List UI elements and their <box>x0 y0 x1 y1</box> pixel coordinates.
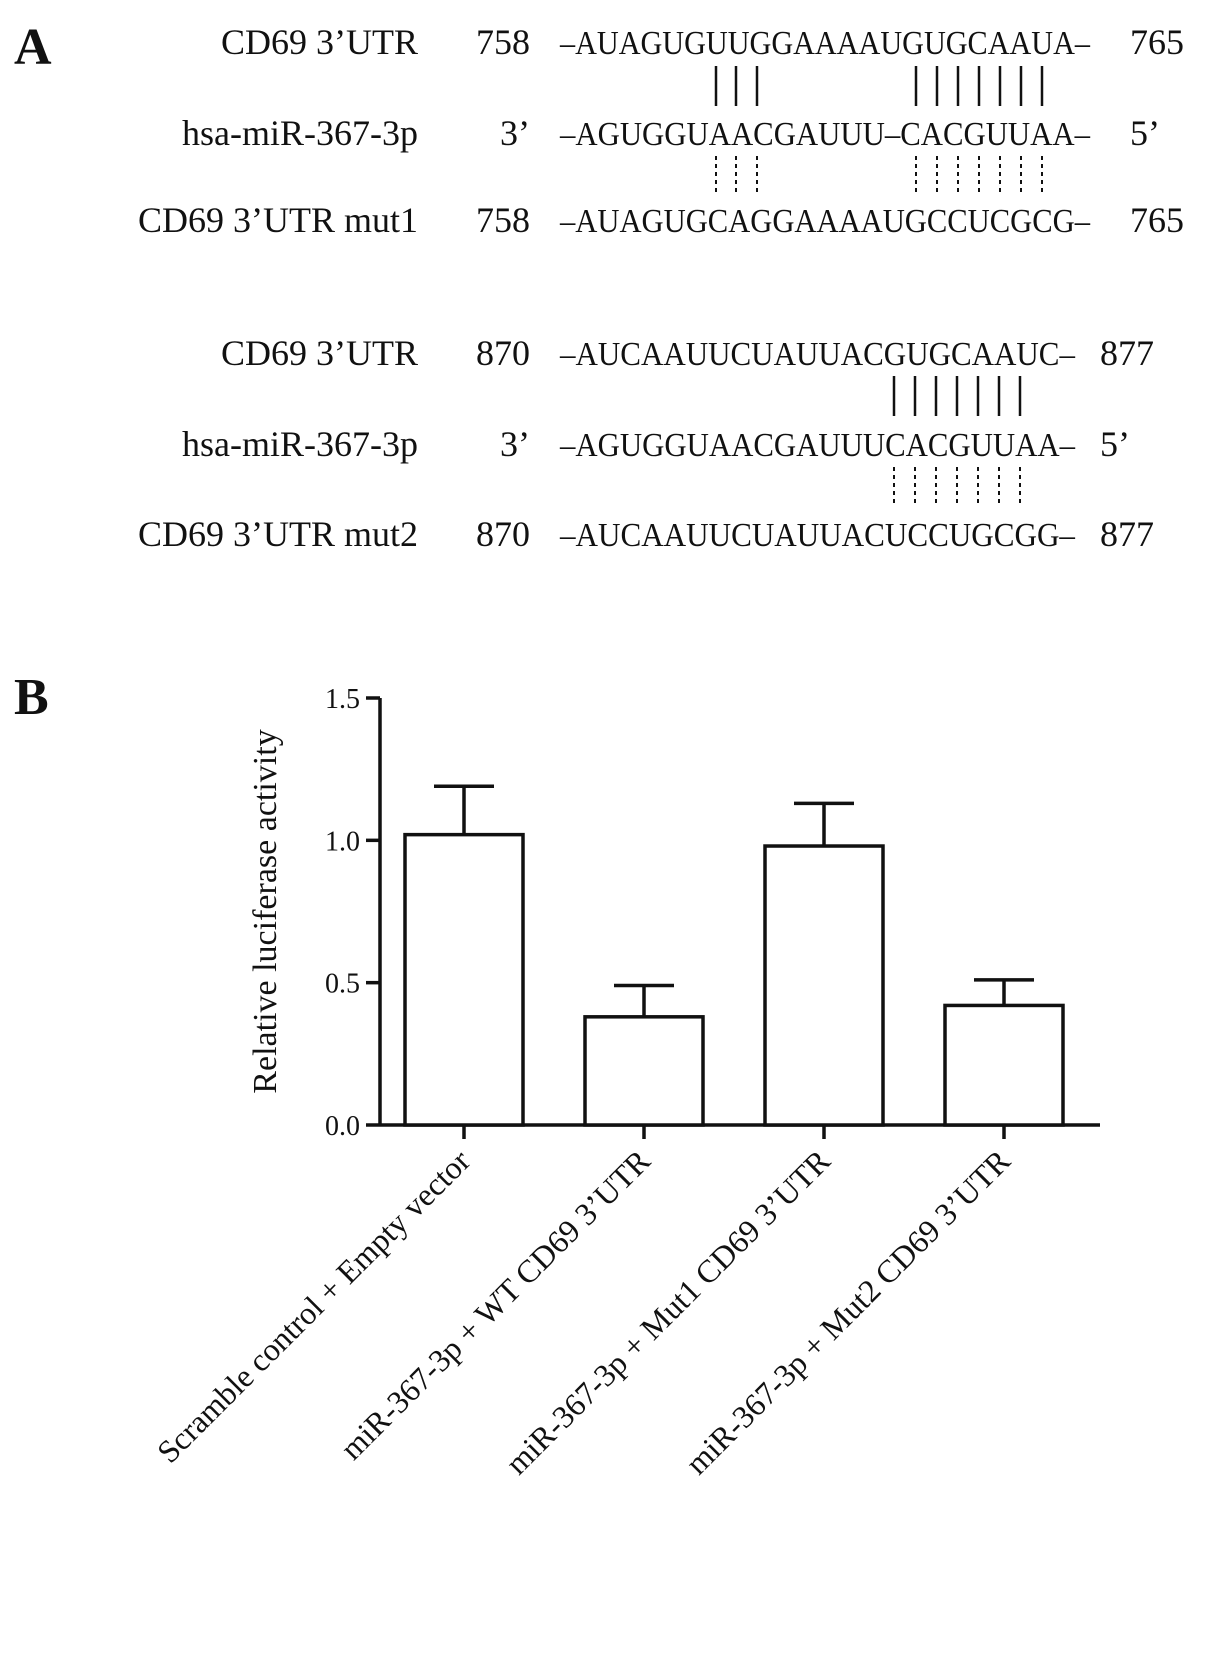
sequence-alignment: CD69 3’UTR 758 –AUAGUGUUGGAAAAUGUGCAAUA–… <box>138 22 1184 554</box>
seq-label: CD69 3’UTR mut1 <box>138 200 418 240</box>
bar <box>403 832 525 1127</box>
seq-start: 3’ <box>500 424 530 464</box>
seq-end: 5’ <box>1100 424 1130 464</box>
seq-string: –AUCAAUUCUAUUACGUGCAAUC– <box>559 336 1076 373</box>
bar <box>943 1003 1065 1127</box>
seq-start: 870 <box>476 514 530 554</box>
x-category-label: miR-367-3p + Mut2 CD69 3’UTR <box>678 1142 1017 1481</box>
seq-string: –AGUGGUAACGAUUUCACGUUAA– <box>559 427 1076 464</box>
panel-b-letter: B <box>14 669 49 726</box>
y-axis-title: Relative luciferase activity <box>247 729 284 1093</box>
x-category-label: miR-367-3p + Mut1 CD69 3’UTR <box>498 1142 837 1481</box>
chart-bars <box>403 784 1065 1127</box>
seq-start: 3’ <box>500 113 530 153</box>
seq-start: 758 <box>476 200 530 240</box>
seq-label: hsa-miR-367-3p <box>182 113 418 153</box>
bar-chart: 0.0 0.5 1.0 1.5 Relative luciferase activity… <box>150 684 1100 1481</box>
bar <box>763 844 885 1127</box>
seq-end: 877 <box>1100 333 1154 373</box>
seq-label: CD69 3’UTR mut2 <box>138 514 418 554</box>
pairing-lines-solid <box>714 66 1044 106</box>
seq-label: CD69 3’UTR <box>221 22 418 62</box>
pairing-lines-dashed <box>893 467 1021 507</box>
seq-end: 5’ <box>1130 113 1160 153</box>
seq-end: 765 <box>1130 22 1184 62</box>
seq-label: hsa-miR-367-3p <box>182 424 418 464</box>
y-tick-label: 0.5 <box>325 969 360 1000</box>
seq-start: 870 <box>476 333 530 373</box>
pairing-lines-dashed <box>715 156 1043 196</box>
seq-end: 877 <box>1100 514 1154 554</box>
seq-string: –AUCAAUUCUAUUACUCCUGCGG– <box>559 517 1076 554</box>
seq-string: –AUAGUGUUGGAAAAUGUGCAAUA– <box>559 25 1091 62</box>
seq-end: 765 <box>1130 200 1184 240</box>
seq-string: –AGUGGUAACGAUUU–CACGUUAA– <box>559 116 1091 153</box>
seq-label: CD69 3’UTR <box>221 333 418 373</box>
bar <box>583 1015 705 1127</box>
seq-start: 758 <box>476 22 530 62</box>
y-tick-label: 1.5 <box>325 684 360 715</box>
pairing-lines-solid <box>892 376 1022 416</box>
seq-string: –AUAGUGCAGGAAAAUGCCUCGCG– <box>559 203 1091 240</box>
panel-a-letter: A <box>14 19 52 76</box>
y-tick-label: 0.0 <box>325 1111 360 1142</box>
y-tick-label: 1.0 <box>325 826 360 857</box>
x-category-label: miR-367-3p + WT CD69 3’UTR <box>333 1142 657 1466</box>
x-category-label: Scramble control + Empty vector <box>150 1142 478 1470</box>
